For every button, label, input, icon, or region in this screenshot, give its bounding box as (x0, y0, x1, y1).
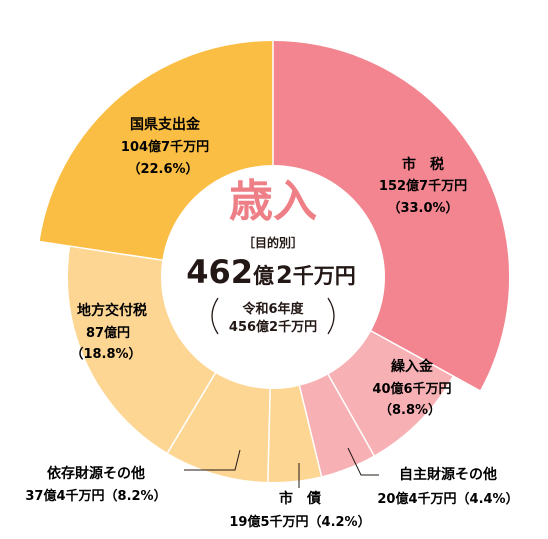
left-paren (211, 297, 219, 335)
slice-separator (138, 372, 217, 501)
label-jishu-other-amount: 20億4千万円（4.4%） (377, 491, 518, 507)
label-kokken-amount: 104億7千万円 (121, 139, 209, 155)
total-digit: 2 (276, 261, 293, 289)
label-shizei-share: （33.0%） (387, 200, 458, 216)
center-title: 歳入 (229, 176, 317, 227)
label-shisai-name: 市 債 (279, 490, 321, 507)
right-paren (327, 297, 335, 335)
previous-amount: 456億2千万円 (229, 319, 317, 335)
total-number: 462 (186, 253, 253, 291)
label-kokken-name: 国県支出金 (130, 116, 201, 133)
label-shizei-name: 市 税 (402, 156, 444, 173)
leader-izon-other (184, 449, 241, 471)
label-izon-other-amount: 37億4千万円（8.2%） (25, 488, 166, 504)
slice-separator (298, 385, 336, 530)
slice-separator (370, 330, 502, 403)
label-izon-other-name: 依存財源その他 (47, 465, 145, 482)
slice-separator (327, 374, 402, 504)
label-shizei-amount: 152億7千万円 (379, 178, 467, 194)
total-amount: 462億2千万円 (186, 253, 356, 291)
total-unit1: 億 (253, 264, 274, 288)
label-kofuzei-amount: 87億円 (86, 325, 130, 341)
previous-year-label: 令和6年度 (242, 301, 304, 317)
label-shisai-amount: 19億5千万円（4.2%） (229, 514, 370, 530)
slice-separator (15, 237, 163, 261)
total-unit2: 千万円 (293, 264, 356, 288)
leader-lines (184, 447, 379, 488)
label-kuriire-amount: 40億6千万円 (372, 381, 451, 397)
label-kuriire-share: （8.8%） (379, 402, 441, 418)
label-kofuzei-name: 地方交付税 (77, 302, 147, 319)
slice-kokken (37, 41, 273, 278)
label-jishu-other-name: 自主財源その他 (399, 466, 497, 483)
center-subtitle: ［目的別］ (243, 235, 303, 250)
leader-jishu-other (347, 447, 379, 476)
label-kofuzei-share: （18.8%） (70, 346, 141, 362)
slice-separator (265, 388, 271, 537)
label-kuriire-name: 繰入金 (391, 358, 434, 375)
label-kokken-share: （22.6%） (127, 161, 198, 177)
donut-slices (15, 17, 509, 537)
slice-kuriire (273, 277, 478, 482)
